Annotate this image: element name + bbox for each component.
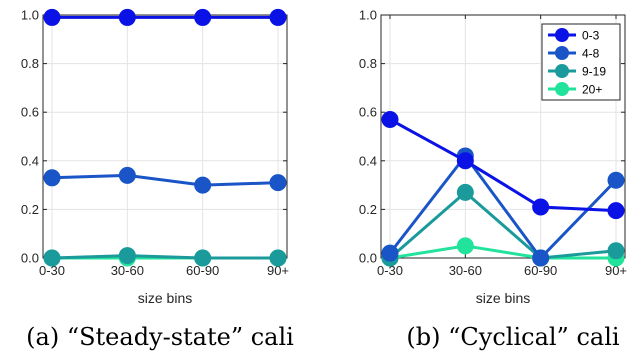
data-point [456, 237, 474, 255]
data-point [43, 8, 61, 26]
y-tick-label: 0.2 [359, 202, 377, 217]
y-tick-label: 1.0 [21, 8, 39, 23]
data-point [43, 249, 61, 267]
data-point [118, 247, 136, 265]
x-tick-label: 60-90 [186, 263, 219, 278]
x-tick-label: 30-60 [449, 263, 482, 278]
x-tick-label: 60-90 [524, 263, 557, 278]
data-point [194, 8, 212, 26]
legend-swatch-marker [555, 46, 569, 60]
legend-swatch-marker [555, 64, 569, 78]
data-point [381, 244, 399, 262]
data-point [269, 249, 287, 267]
data-point [118, 8, 136, 26]
y-tick-label: 0.6 [21, 105, 39, 120]
data-point [607, 171, 625, 189]
series-line [388, 153, 618, 261]
chart-steady-state: 0.0 0.2 0.4 0.6 0.8 1.0 0-30 30-60 60-90 90+ size … [21, 8, 294, 352]
data-point [269, 174, 287, 192]
y-tick-label: 0.8 [21, 56, 39, 71]
legend-label: 20+ [582, 83, 602, 97]
series-line [389, 118, 617, 213]
series-line [389, 244, 616, 260]
data-point [607, 202, 625, 220]
x-tick-label: 90+ [267, 263, 289, 278]
x-tick-label: 0-30 [377, 263, 403, 278]
y-tick-label: 0.0 [21, 251, 39, 266]
chart-cyclical: 0.0 0.2 0.4 0.6 0.8 1.0 0-30 30-60 60-90 90+ size … [359, 8, 627, 352]
legend-swatch-marker [555, 82, 569, 96]
series-line [51, 173, 279, 187]
x-tick-label: 0-30 [39, 263, 65, 278]
series-line [51, 254, 278, 260]
data-point [118, 166, 136, 184]
y-tick-label: 0.2 [21, 202, 39, 217]
y-tick-label: 0.4 [21, 153, 39, 168]
legend-box [541, 23, 621, 101]
data-point [532, 198, 550, 216]
data-point [532, 249, 550, 267]
data-point [456, 183, 474, 201]
x-axis-label: size bins [476, 290, 530, 306]
subfigure-caption: (a) “Steady-state” cali [26, 323, 294, 351]
x-axis-label: size bins [138, 290, 192, 306]
series-line [389, 190, 617, 260]
legend-label: 9-19 [582, 65, 606, 79]
y-tick-label: 0.8 [359, 56, 377, 71]
axes-box [380, 14, 626, 259]
y-tick-label: 1.0 [359, 8, 377, 23]
y-tick-label: 0.0 [359, 251, 377, 266]
data-point [381, 110, 399, 128]
data-point [194, 249, 212, 267]
legend-swatch-marker [555, 28, 569, 42]
legend-label: 4-8 [582, 47, 600, 61]
data-point [43, 169, 61, 187]
x-tick-label: 90+ [605, 263, 627, 278]
data-point [194, 176, 212, 194]
y-tick-label: 0.4 [359, 153, 377, 168]
y-tick-label: 0.6 [359, 105, 377, 120]
data-point [456, 152, 474, 170]
axes-box [42, 14, 288, 259]
data-point [269, 8, 287, 26]
data-point [607, 242, 625, 260]
x-tick-label: 30-60 [111, 263, 144, 278]
subfigure-caption: (b) “Cyclical” cali [406, 323, 619, 351]
legend-label: 0-3 [582, 29, 600, 43]
